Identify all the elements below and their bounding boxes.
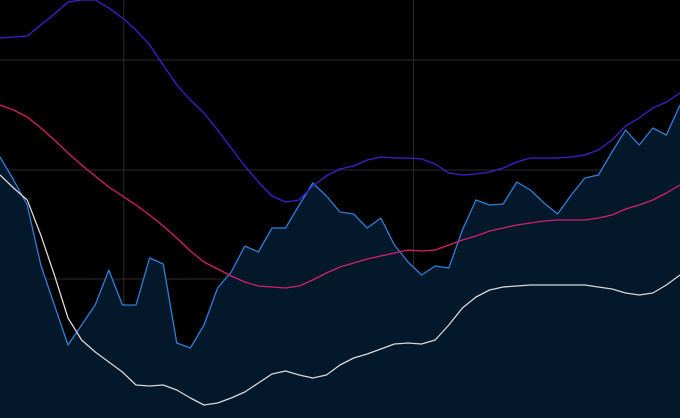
line bbox=[0, 0, 680, 203]
area bbox=[0, 105, 680, 418]
line bbox=[0, 104, 680, 349]
line bbox=[0, 104, 680, 289]
line bbox=[0, 174, 680, 406]
